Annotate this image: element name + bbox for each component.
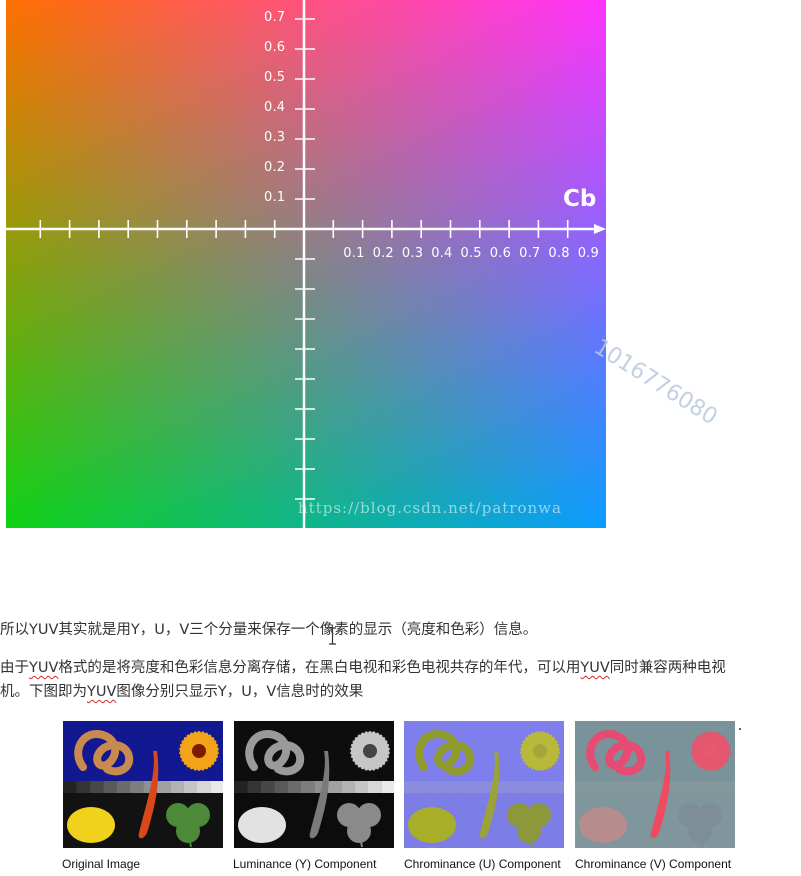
paragraph-compat-line2: 机。下图即为YUV图像分别只显示Y，U，V信息时的效果	[0, 680, 363, 704]
spellcheck-word: YUV	[580, 660, 610, 676]
axis-arrow-icon	[594, 224, 606, 234]
vertical-tick-label: 0.6	[264, 40, 286, 55]
color-gradient	[6, 0, 606, 528]
vertical-tick-label: 0.5	[264, 70, 286, 85]
text-segment: 同时兼容两种电视	[609, 660, 726, 676]
horizontal-tick-label: 0.4	[431, 246, 453, 261]
text-segment: 机。下图即为	[0, 684, 87, 700]
side-watermark: 1016776080	[589, 334, 722, 431]
axes	[6, 0, 606, 528]
paragraph-yuv-intro: 所以YUV其实就是用Y，U，V三个分量来保存一个像素的显示（亮度和色彩）信息。	[0, 618, 537, 642]
url-watermark: https://blog.csdn.net/patronwa	[298, 499, 562, 517]
text-segment: 图像分别只显示Y，U，V信息时的效果	[116, 684, 364, 700]
axis-name: Cb	[563, 186, 597, 212]
text-segment: 格式的是将亮度和色彩信息分离存储，在黑白电视和彩色电视共存的年代，可以用	[58, 660, 581, 676]
luma-component-image	[234, 721, 394, 848]
original-component-caption: Original Image	[62, 857, 141, 871]
vertical-tick-label: 0.3	[264, 130, 286, 145]
horizontal-tick-label: 0.2	[372, 246, 394, 261]
text-cursor-icon	[329, 627, 336, 645]
horizontal-tick-label: 0.9	[577, 246, 599, 261]
horizontal-tick-label: 0.6	[489, 246, 512, 261]
spellcheck-word: YUV	[87, 684, 117, 700]
v-component-image	[575, 721, 735, 848]
vertical-tick-label: 0.4	[264, 100, 286, 115]
stray-dot	[739, 728, 741, 730]
horizontal-tick-label: 0.7	[519, 246, 541, 261]
u-component-image	[404, 721, 564, 848]
horizontal-tick-label: 0.5	[460, 246, 482, 261]
horizontal-tick-label: 0.1	[343, 246, 365, 261]
vertical-tick-label: 0.2	[264, 160, 286, 175]
vertical-tick-label: 0.7	[264, 10, 286, 25]
luma-component-caption: Luminance (Y) Component	[233, 857, 377, 871]
horizontal-tick-label: 0.3	[401, 246, 424, 261]
original-component-image	[63, 721, 223, 848]
cbcr-color-plane: 0.7 0.6 0.5 0.4 0.3 0.2 0.1 0.1 0.2 0.3 0.4 0.5 0.6…	[6, 0, 606, 528]
v-component-caption: Chrominance (V) Component	[575, 857, 732, 871]
spellcheck-word: YUV	[29, 660, 59, 676]
text-segment: 由于	[0, 660, 29, 676]
horizontal-tick-label: 0.8	[548, 246, 570, 261]
paragraph-compat-line1: 由于YUV格式的是将亮度和色彩信息分离存储，在黑白电视和彩色电视共存的年代，可以…	[0, 656, 726, 680]
text-segment: 所以YUV其实就是用Y，U，V三个分量来保存一个像素的显示（亮度和色彩）信息。	[0, 622, 538, 638]
u-component-caption: Chrominance (U) Component	[404, 857, 561, 871]
vertical-tick-label: 0.1	[264, 190, 286, 205]
